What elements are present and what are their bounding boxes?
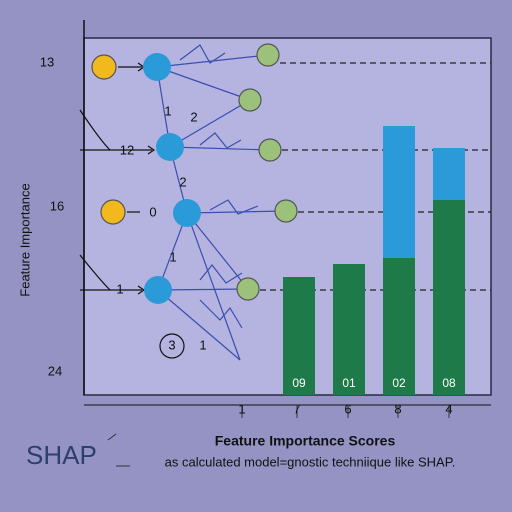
x-label: 7 xyxy=(293,401,300,416)
network-label: 1 xyxy=(199,337,206,352)
x-label: 8 xyxy=(394,401,401,416)
bar-segment xyxy=(283,277,315,395)
y-label: 24 xyxy=(48,363,62,378)
node xyxy=(91,54,117,80)
network-label: 2 xyxy=(179,174,186,189)
node xyxy=(238,88,262,112)
bar-label: 02 xyxy=(392,376,406,390)
bar-label: 08 xyxy=(442,376,456,390)
network xyxy=(79,43,491,361)
y-axis-label: Feature Importance xyxy=(17,183,32,296)
node xyxy=(256,43,280,67)
edges xyxy=(156,44,287,361)
network-label: 3 xyxy=(168,337,175,352)
node xyxy=(258,138,282,162)
network-label: 1 xyxy=(164,103,171,118)
arrows xyxy=(79,62,185,359)
node xyxy=(236,277,260,301)
y-label: 13 xyxy=(40,54,54,69)
bar-segment xyxy=(433,200,465,395)
node xyxy=(100,199,126,225)
network-label: 1 xyxy=(116,281,123,296)
x-label: 1 xyxy=(238,401,245,416)
network-label: 0 xyxy=(149,204,156,219)
chart-subtitle: as calculated model=gnostic techniique l… xyxy=(165,454,456,469)
logo: SHAP xyxy=(26,440,97,470)
logo-decoration xyxy=(107,433,130,467)
node xyxy=(144,276,172,304)
y-label: 16 xyxy=(50,198,64,213)
x-label: 4 xyxy=(445,401,452,416)
node xyxy=(156,133,184,161)
network-label: 2 xyxy=(190,109,197,124)
chart-title: Feature Importance Scores xyxy=(215,433,396,449)
network-label: 12 xyxy=(120,142,134,157)
bar-segment xyxy=(383,258,415,395)
bar-segment xyxy=(383,126,415,258)
node xyxy=(143,53,171,81)
bar-segment xyxy=(433,148,465,200)
x-label: 6 xyxy=(344,401,351,416)
bar-segment xyxy=(333,264,365,395)
node xyxy=(274,199,298,223)
node xyxy=(173,199,201,227)
network-label: 1 xyxy=(169,249,176,264)
bar-label: 09 xyxy=(292,376,306,390)
bar-label: 01 xyxy=(342,376,356,390)
